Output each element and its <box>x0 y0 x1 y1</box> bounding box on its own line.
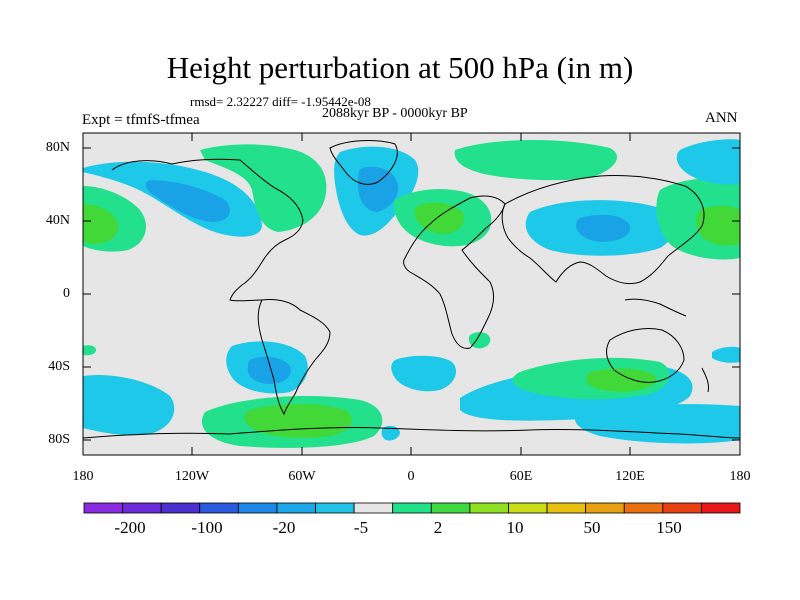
colorbar-swatch <box>237 502 278 514</box>
negative-anomaly-south-pacific-west <box>574 404 740 444</box>
negative-anomaly-se-pacific <box>83 374 175 436</box>
negative-anomaly-antarctic-small <box>381 425 400 441</box>
colorbar-label-neg5: -5 <box>353 518 369 537</box>
negative-anomaly-n-atlantic-core <box>358 166 399 212</box>
lon-label-180-east: 180 <box>729 469 751 484</box>
positive-anomaly-n-pacific-east-core <box>696 205 740 246</box>
colorbar <box>83 502 741 514</box>
colorbar-swatch <box>122 502 162 514</box>
colorbar-swatch <box>585 502 625 514</box>
lon-label-60w: 60W <box>288 469 316 484</box>
negative-anomaly-ne-pacific <box>676 139 740 185</box>
lon-label-60e: 60E <box>509 469 533 484</box>
coast-antarctica <box>83 426 740 439</box>
season-text: ANN <box>705 110 738 126</box>
lon-label-120e: 120E <box>615 469 645 484</box>
colorbar-label-2: 2 <box>433 518 443 537</box>
negative-anomaly-asia-core <box>575 214 631 242</box>
period-text: 2088kyr BP - 0000kyr BP <box>322 106 468 121</box>
stats-text: rmsd= 2.32227 diff= -1.95442e-08 <box>190 94 371 109</box>
colorbar-swatch <box>430 502 471 514</box>
coast-south-america <box>257 299 331 416</box>
positive-anomaly-north-america <box>200 144 327 232</box>
experiment-text: Expt = tfmfS-tfmea <box>82 112 200 128</box>
colorbar-label-neg200: -200 <box>114 518 146 537</box>
lat-label-80n: 80N <box>45 140 70 155</box>
lat-label-40n: 40N <box>45 213 70 228</box>
colorbar-swatch <box>546 502 587 514</box>
lon-label-120w: 120W <box>174 469 210 484</box>
colorbar-label-150: 150 <box>656 518 682 537</box>
positive-anomaly-ne-pacific-east <box>712 346 740 363</box>
coastlines <box>83 140 740 439</box>
positive-anomaly-sw-pacific <box>83 345 96 356</box>
coast-australia <box>606 327 685 383</box>
positive-anomaly-arctic <box>454 139 618 181</box>
colorbar-swatch <box>276 502 316 514</box>
negative-anomaly-na-core <box>145 180 231 222</box>
negative-anomaly-south-pacific-core <box>247 356 291 384</box>
negative-anomaly-south-atlantic <box>391 355 456 392</box>
colorbar-swatch <box>701 502 741 514</box>
lon-label-180-west: 180 <box>72 469 94 484</box>
coast-asia <box>501 175 705 285</box>
coast-north-america <box>111 158 304 302</box>
colorbar-swatch <box>392 502 432 514</box>
coast-new-zealand <box>701 367 709 393</box>
colorbar-swatch <box>469 502 509 514</box>
positive-anomaly-southern-ocean-atlantic-core <box>244 404 352 438</box>
colorbar-swatch <box>83 502 123 514</box>
axis-ticks <box>83 133 740 455</box>
positive-anomaly-southern-indian <box>468 332 491 349</box>
colorbar-label-neg100: -100 <box>191 518 223 537</box>
lat-label-80s: 80S <box>48 432 70 447</box>
positive-anomaly-southern-ocean-indian-core <box>586 368 657 392</box>
colorbar-label-10: 10 <box>506 518 524 537</box>
coast-greenland <box>329 140 398 185</box>
colorbar-swatch <box>160 502 201 514</box>
colorbar-swatch <box>199 502 239 514</box>
positive-anomaly-nw-pacific-core <box>83 204 119 244</box>
map-title: Height perturbation at 500 hPa (in m) <box>166 50 634 85</box>
colorbar-swatch <box>353 502 394 514</box>
colorbar-swatch <box>315 502 355 514</box>
colorbar-swatch <box>508 502 548 514</box>
contour-fields <box>83 139 740 448</box>
coast-indonesia <box>624 298 687 317</box>
lat-label-40s: 40S <box>48 359 70 374</box>
colorbar-label-50: 50 <box>583 518 601 537</box>
colorbar-swatch <box>623 502 664 514</box>
lon-label-0: 0 <box>407 469 415 484</box>
coast-europe-africa <box>403 195 506 349</box>
lat-label-0: 0 <box>63 286 70 301</box>
colorbar-label-neg20: -20 <box>272 518 296 537</box>
colorbar-swatch <box>662 502 702 514</box>
